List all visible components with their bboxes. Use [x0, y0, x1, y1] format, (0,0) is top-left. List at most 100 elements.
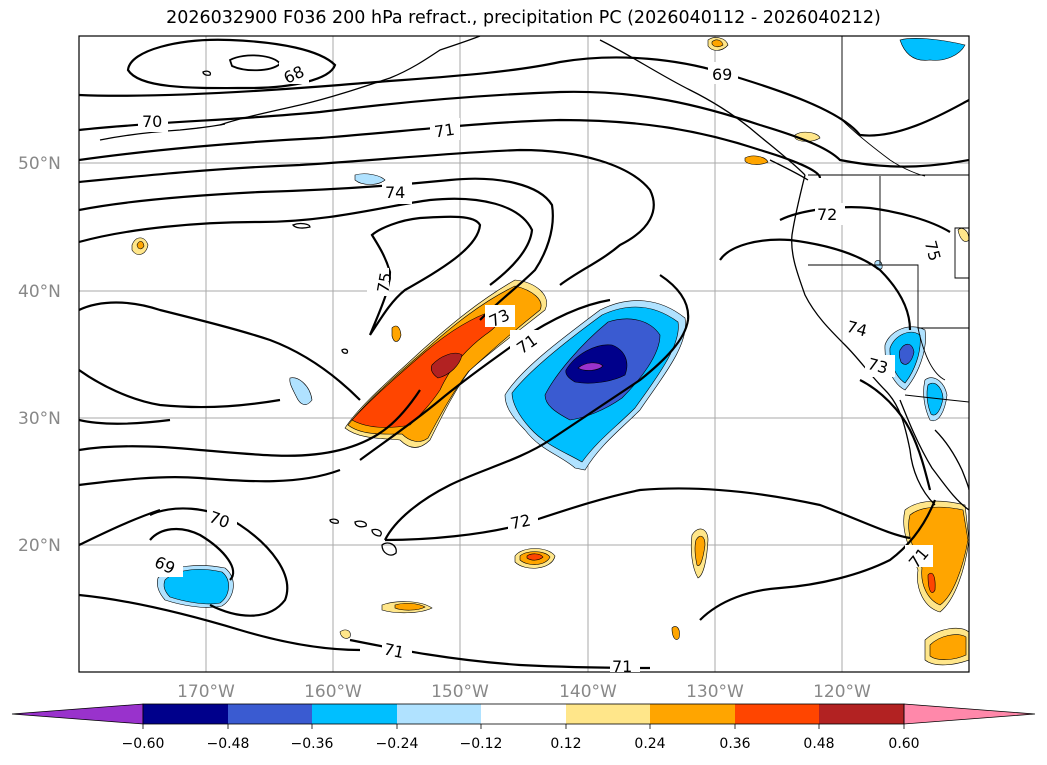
border-alaska-canada — [841, 36, 926, 177]
contour-label-75-e: 75 — [921, 239, 945, 264]
coast-vancouver — [769, 159, 809, 181]
precip-positive-ne-2 — [711, 39, 724, 48]
colorbar: −0.60 −0.48 −0.36 −0.24 −0.12 0.12 0.24 … — [11, 703, 1036, 752]
contour-label-71-n: 71 — [433, 120, 456, 142]
island-2 — [341, 348, 349, 354]
contour-west-4 — [79, 389, 421, 457]
contour-labels: 68 69 70 71 71 72 72 73 73 74 74 75 75 6… — [138, 62, 944, 676]
lon-label-120w: 120°W — [813, 682, 871, 702]
precip-negative-w — [289, 377, 313, 405]
lat-label-50n: 50°N — [18, 154, 61, 174]
contour-west-3 — [79, 418, 171, 425]
colorbar-bin-4 — [397, 704, 481, 724]
islands — [202, 70, 397, 556]
contour-west-5 — [79, 468, 341, 487]
precip-positive-sc — [671, 626, 680, 640]
colorbar-tick-label-3: −0.36 — [291, 736, 334, 752]
contour-74-coast — [779, 206, 951, 233]
colorbar-bin-3 — [312, 704, 397, 724]
precip-positive-se-5 — [929, 634, 967, 660]
contour-72-south — [384, 487, 911, 542]
contour-label-70-w: 70 — [142, 112, 162, 131]
colorbar-tick-label-6: 0.12 — [550, 736, 581, 752]
precip-positive-s-5 — [694, 535, 706, 566]
precip-negative-sw-2 — [163, 569, 229, 605]
coast-west-na — [791, 174, 936, 506]
colorbar-bin-8 — [735, 704, 819, 724]
colorbar-tick-label-10: 0.60 — [888, 736, 919, 752]
contour-75 — [368, 215, 482, 336]
lon-label-160w: 160°W — [304, 682, 362, 702]
lon-axis-labels: 170°W 160°W 150°W 140°W 130°W 120°W — [177, 682, 871, 702]
precip-positive-ne-4 — [744, 155, 769, 165]
island-1 — [292, 222, 311, 229]
precip-negative-bc — [354, 173, 386, 185]
coast-baja — [899, 399, 969, 511]
lat-label-20n: 20°N — [18, 536, 61, 556]
contour-label-72-s: 72 — [509, 510, 533, 533]
contour-lines — [79, 38, 969, 670]
lon-label-130w: 130°W — [686, 682, 744, 702]
colorbar-tick-label-8: 0.36 — [719, 736, 750, 752]
precip-negative-ne — [899, 38, 966, 61]
island-hawaii-1 — [329, 518, 340, 524]
contour-74-upper — [79, 197, 534, 286]
coastlines — [99, 36, 969, 511]
contour-69-sw — [149, 527, 235, 581]
contour-label-71-sw: 71 — [382, 639, 406, 662]
precip-negative-coast-3 — [899, 343, 915, 365]
coast-mexico — [934, 429, 969, 491]
map-title: 2026032900 F036 200 hPa refract., precip… — [166, 8, 881, 28]
borders — [808, 36, 969, 403]
contour-label-74-coast: 74 — [845, 317, 870, 341]
contour-71-mid — [359, 298, 611, 461]
contour-70 — [79, 90, 969, 168]
colorbar-tick-label-4: −0.24 — [376, 736, 419, 752]
coast-aleutians — [99, 123, 226, 141]
precip-positive-s-3 — [526, 553, 544, 561]
contour-68 — [126, 38, 337, 90]
colorbar-outline — [142, 703, 905, 725]
border-state-1 — [808, 264, 969, 329]
colorbar-extend-high — [903, 703, 1036, 725]
island-hawaii-2 — [354, 520, 367, 528]
colorbar-bin-7 — [650, 704, 735, 724]
contour-west-2 — [79, 369, 281, 409]
precip-negative-central-5 — [577, 362, 604, 371]
precip-positive-mid — [391, 325, 402, 342]
colorbar-tick-label-1: −0.60 — [122, 736, 165, 752]
colorbar-bin-5 — [481, 704, 566, 724]
contour-label-69-n: 69 — [712, 65, 732, 84]
colorbar-extend-low — [11, 703, 144, 725]
contour-69-north — [79, 56, 969, 137]
coast-panhandle — [599, 39, 806, 176]
contour-71-se — [699, 499, 937, 621]
contour-72 — [79, 148, 655, 286]
colorbar-tick-label-2: −0.48 — [207, 736, 250, 752]
precip-negative-coast-5 — [926, 382, 944, 416]
colorbar-tick-label-7: 0.24 — [634, 736, 665, 752]
contour-sw-outer — [79, 508, 161, 546]
colorbar-bin-6 — [566, 704, 650, 724]
colorbar-ticks — [142, 724, 905, 729]
border-state-4 — [917, 327, 946, 381]
colorbar-tick-label-5: −0.12 — [460, 736, 503, 752]
contour-71 — [79, 118, 822, 179]
precip-positive-e — [957, 228, 969, 242]
island-3 — [202, 70, 212, 76]
colorbar-tick-label-9: 0.48 — [803, 736, 834, 752]
precip-positive-sc2 — [339, 629, 351, 639]
island-hawaii-4 — [381, 542, 397, 556]
contour-72-mid — [384, 274, 690, 541]
contour-73-coast — [719, 238, 912, 331]
contour-label-72-n: 72 — [817, 205, 837, 224]
colorbar-bin-9 — [819, 704, 904, 724]
contour-label-75-w: 75 — [373, 271, 395, 294]
lat-label-30n: 30°N — [18, 409, 61, 429]
contour-73-se — [859, 379, 932, 491]
lon-label-170w: 170°W — [177, 682, 235, 702]
coast-alaska — [219, 36, 481, 126]
contour-71-sw — [79, 593, 361, 652]
contour-73-upper — [79, 177, 554, 321]
